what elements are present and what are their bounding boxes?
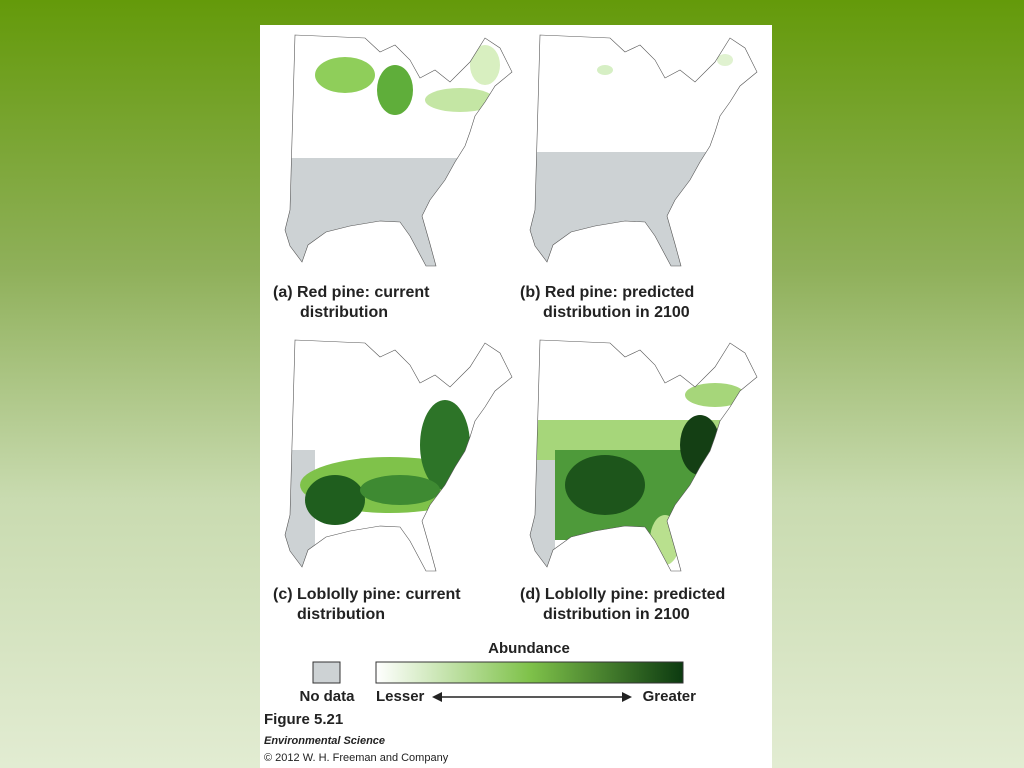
legend-label: Greater (643, 688, 697, 705)
caption: distribution (300, 304, 388, 321)
caption: (b) Red pine: predicted (520, 284, 694, 301)
legend-label: Lesser (376, 688, 425, 705)
arrow (432, 692, 632, 702)
caption: distribution (297, 606, 385, 623)
credit: © 2012 W. H. Freeman and Company (264, 752, 449, 764)
book-title: Environmental Science (264, 735, 385, 747)
caption: (c) Loblolly pine: current (273, 586, 461, 603)
figure-number: Figure 5.21 (264, 711, 343, 728)
caption: (a) Red pine: current (273, 284, 430, 301)
legend-label: No data (299, 688, 355, 705)
caption: distribution in 2100 (543, 304, 690, 321)
legend-title: Abundance (488, 640, 570, 657)
caption: (d) Loblolly pine: predicted (520, 586, 725, 603)
caption: distribution in 2100 (543, 606, 690, 623)
no-data-swatch (312, 661, 341, 684)
abundance-bar (375, 661, 684, 684)
